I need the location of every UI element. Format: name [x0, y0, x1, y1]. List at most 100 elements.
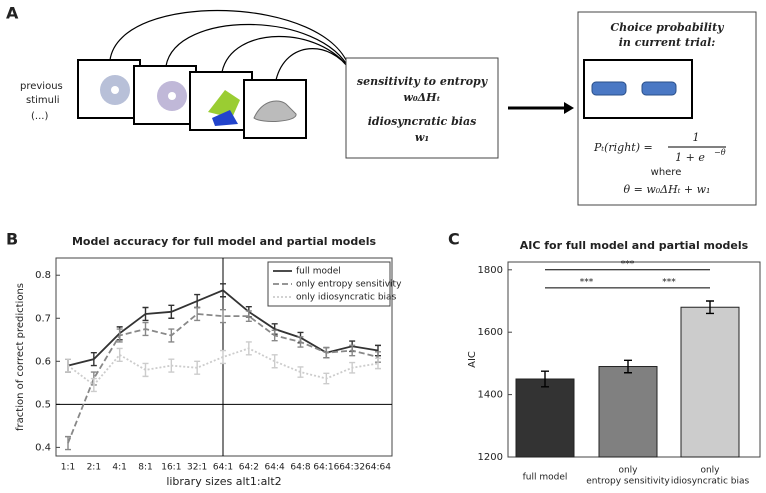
y-tick-label: 0.5	[35, 399, 51, 410]
error-bar	[142, 306, 149, 322]
error-bar	[349, 361, 356, 374]
plot-frame	[55, 257, 393, 457]
option	[641, 81, 677, 96]
choice-title: in current trial:	[619, 36, 716, 49]
model-text: w₀ΔHₜ	[403, 91, 440, 104]
panel-label: C	[448, 230, 460, 249]
formula: −θ	[714, 148, 726, 157]
formula: Pₜ(right) =	[593, 141, 653, 154]
model-text: idiosyncratic bias	[368, 115, 477, 128]
error-bar	[323, 372, 330, 385]
error-bar	[245, 310, 252, 322]
error-bar	[142, 362, 149, 378]
stimuli-label: previous	[20, 81, 63, 92]
legend	[267, 261, 391, 307]
error-bar	[168, 358, 175, 373]
error-bar	[90, 351, 97, 367]
x-tick-label: 64:4	[265, 463, 285, 473]
x-tick-label: entropy sensitivity	[586, 477, 670, 487]
significance-label: ***	[662, 277, 676, 287]
error-bar	[541, 370, 549, 388]
error-bar	[116, 347, 123, 363]
x-tick-label: 64:32	[339, 463, 365, 473]
model-box	[345, 57, 499, 159]
error-bar	[220, 283, 226, 298]
y-tick-label: 0.8	[35, 270, 51, 281]
formula: θ = w₀ΔHₜ + w₁	[624, 183, 711, 196]
y-tick-label: 0.7	[35, 313, 51, 324]
error-bar	[65, 358, 71, 373]
bar	[515, 378, 575, 458]
legend-label: only idiosyncratic bias	[296, 293, 397, 303]
error-bar	[706, 300, 714, 315]
error-bar	[271, 354, 278, 369]
arc	[275, 48, 351, 81]
x-tick-label: 2:1	[87, 463, 101, 473]
x-tick-label: 64:16	[313, 463, 339, 473]
x-axis-label: library sizes alt1:alt2	[166, 475, 281, 488]
error-bar	[220, 308, 226, 324]
arrowhead	[564, 102, 574, 114]
y-tick-label: 1400	[478, 390, 503, 401]
significance-label: ***	[580, 277, 594, 287]
x-tick-label: 64:64	[365, 463, 391, 473]
bar	[680, 306, 740, 458]
model-text: w₁	[415, 131, 429, 144]
legend-label: only entropy sensitivity	[296, 280, 402, 290]
arc	[165, 23, 351, 71]
formula: where	[651, 167, 682, 178]
x-tick-label: 1:1	[61, 463, 75, 473]
error-bar	[194, 360, 201, 375]
error-bar	[116, 328, 123, 343]
x-tick-label: only	[700, 466, 720, 476]
error-bar	[168, 304, 175, 319]
y-axis-label: fraction of correct predictions	[15, 283, 26, 431]
chart-title: Model accuracy for full model and partia…	[72, 235, 376, 248]
chart-title: AIC for full model and partial models	[520, 239, 749, 252]
x-tick-label: 16:1	[161, 463, 181, 473]
bar	[598, 366, 658, 458]
significance-label: ***	[621, 259, 635, 269]
arc	[109, 9, 351, 71]
choice-title: Choice probability	[610, 21, 725, 34]
x-tick-label: 32:1	[187, 463, 207, 473]
error-bar	[271, 329, 278, 342]
stimuli-label: stimuli	[26, 95, 60, 106]
error-bar	[142, 321, 149, 337]
formula: 1 + e	[675, 151, 705, 164]
diagram	[109, 9, 355, 81]
x-tick-label: 64:2	[239, 463, 259, 473]
x-tick-label: 64:8	[290, 463, 310, 473]
error-bar	[624, 359, 632, 374]
y-tick-label: 0.6	[35, 356, 51, 367]
error-bar	[297, 336, 304, 348]
x-tick-label: only	[618, 466, 638, 476]
panel-label: A	[6, 4, 19, 23]
error-bar	[90, 377, 97, 393]
error-bar	[323, 346, 330, 359]
y-axis-label: AIC	[467, 351, 478, 368]
error-bar	[220, 349, 226, 365]
x-tick-label: 64:1	[213, 463, 233, 473]
y-tick-label: 1800	[478, 265, 503, 276]
stimuli	[77, 59, 307, 139]
x-tick-label: 4:1	[112, 463, 126, 473]
y-tick-label: 0.4	[35, 442, 51, 453]
error-bar	[297, 366, 304, 378]
error-bar	[168, 328, 175, 343]
legend-label: full model	[296, 267, 341, 277]
x-tick-label: idiosyncratic bias	[671, 477, 750, 487]
error-bar	[245, 341, 252, 356]
x-tick-label: 8:1	[138, 463, 152, 473]
error-bar	[65, 435, 71, 451]
y-tick-label: 1200	[478, 452, 503, 463]
stimuli-label: (...)	[31, 111, 48, 122]
error-bar	[349, 344, 356, 357]
error-bar	[375, 357, 381, 370]
panel-label: B	[6, 230, 18, 249]
formula: 1	[693, 131, 700, 144]
x-tick-label: full model	[523, 473, 568, 483]
model-text: sensitivity to entropy	[357, 75, 489, 88]
y-tick-label: 1600	[478, 327, 503, 338]
